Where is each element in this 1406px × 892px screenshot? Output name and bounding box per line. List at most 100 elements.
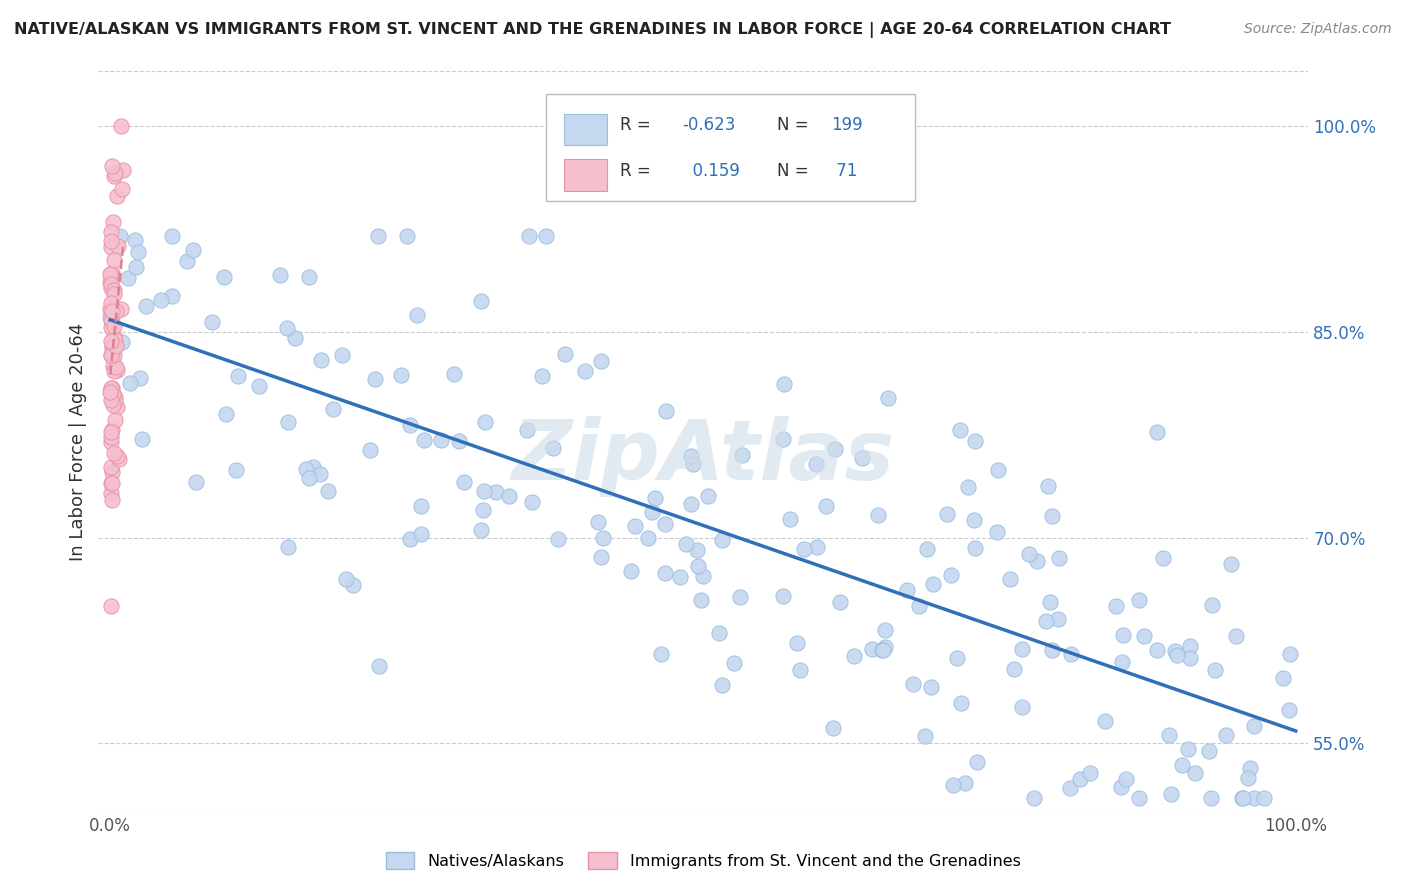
Point: [650, 648, 672, 662]
Point: [277, 540, 299, 554]
Point: [277, 415, 299, 429]
Point: [1201, 599, 1223, 613]
Point: [554, 347, 576, 361]
Point: [1146, 642, 1168, 657]
Point: [135, 299, 157, 313]
Point: [309, 467, 332, 482]
Point: [100, 381, 122, 395]
Point: [1199, 791, 1222, 805]
Point: [110, 228, 132, 243]
Point: [620, 564, 643, 578]
Point: [965, 434, 987, 449]
Point: [395, 228, 418, 243]
Point: [1184, 766, 1206, 780]
Point: [101, 389, 124, 403]
Point: [917, 541, 939, 556]
Point: [100, 425, 122, 439]
Point: [472, 484, 495, 499]
Point: [100, 486, 122, 500]
Point: [1018, 547, 1040, 561]
Point: [100, 434, 122, 449]
Point: [105, 338, 128, 352]
Point: [786, 636, 808, 650]
Point: [707, 626, 730, 640]
Point: [367, 659, 389, 673]
Point: [212, 270, 235, 285]
Point: [896, 582, 918, 597]
Point: [686, 558, 709, 573]
Point: [851, 451, 873, 466]
FancyBboxPatch shape: [546, 94, 915, 201]
Point: [1002, 662, 1025, 676]
Point: [866, 508, 889, 522]
Point: [682, 457, 704, 471]
Point: [1198, 744, 1220, 758]
Point: [998, 572, 1021, 586]
Point: [772, 590, 794, 604]
Point: [591, 353, 613, 368]
Point: [1109, 780, 1132, 794]
Point: [160, 289, 183, 303]
Point: [101, 342, 124, 356]
Point: [1105, 599, 1128, 613]
Point: [877, 391, 900, 405]
Point: [100, 460, 122, 475]
Point: [100, 392, 122, 407]
Point: [103, 446, 125, 460]
Point: [103, 393, 125, 408]
Point: [623, 519, 645, 533]
Point: [1164, 644, 1187, 658]
Point: [1060, 647, 1083, 661]
Point: [409, 527, 432, 541]
Point: [1128, 593, 1150, 607]
Point: [1111, 655, 1133, 669]
Text: N =: N =: [776, 117, 808, 135]
Point: [107, 452, 129, 467]
Point: [284, 331, 307, 345]
Point: [1271, 671, 1294, 685]
Point: [105, 400, 128, 414]
Point: [531, 369, 554, 384]
Point: [98, 302, 121, 317]
Point: [1112, 628, 1135, 642]
Point: [941, 567, 963, 582]
Point: [772, 432, 794, 446]
Point: [104, 360, 127, 375]
Point: [690, 593, 713, 607]
Point: [870, 642, 893, 657]
Point: [125, 260, 148, 275]
Point: [110, 119, 132, 133]
Point: [322, 401, 344, 416]
Point: [1133, 629, 1156, 643]
Point: [966, 755, 988, 769]
Point: [591, 549, 613, 564]
Point: [1024, 791, 1046, 805]
Point: [901, 677, 924, 691]
Point: [471, 503, 494, 517]
Point: [184, 475, 207, 489]
Point: [103, 252, 125, 267]
Point: [225, 463, 247, 477]
Point: [1225, 629, 1247, 643]
Point: [100, 466, 122, 480]
Text: Source: ZipAtlas.com: Source: ZipAtlas.com: [1244, 22, 1392, 37]
Point: [815, 500, 838, 514]
Point: [686, 543, 709, 558]
Point: [131, 432, 153, 446]
Point: [103, 283, 125, 297]
Text: ZipAtlas: ZipAtlas: [512, 416, 894, 497]
Point: [269, 268, 291, 283]
Point: [842, 649, 865, 664]
Point: [302, 460, 325, 475]
Point: [806, 457, 828, 471]
Point: [1036, 479, 1059, 493]
Y-axis label: In Labor Force | Age 20-64: In Labor Force | Age 20-64: [69, 322, 87, 561]
Point: [922, 577, 945, 591]
Point: [406, 308, 429, 322]
Point: [942, 778, 965, 792]
Point: [103, 333, 125, 347]
Point: [1170, 757, 1192, 772]
Point: [101, 266, 124, 280]
Text: 199: 199: [831, 117, 863, 135]
Point: [914, 730, 936, 744]
